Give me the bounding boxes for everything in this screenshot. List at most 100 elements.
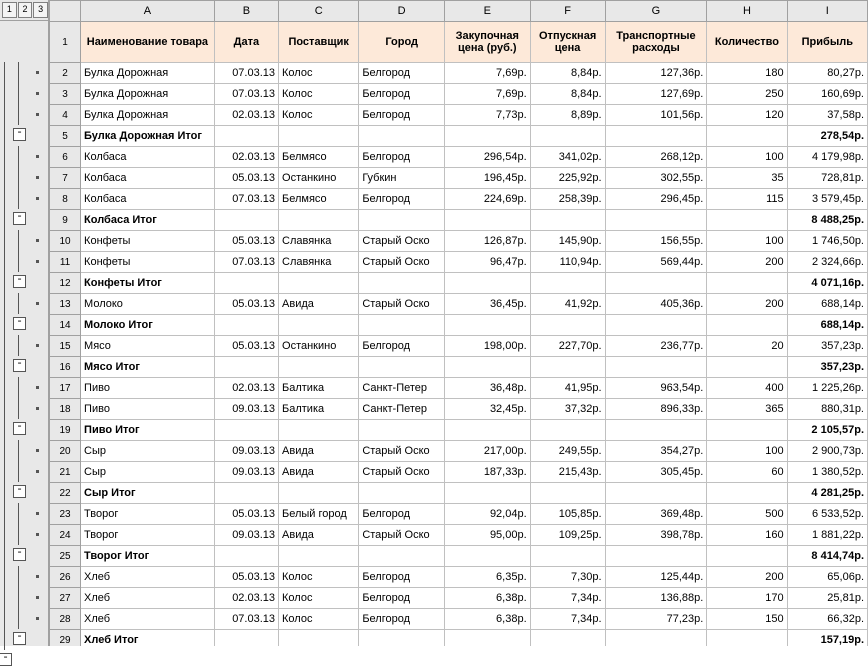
col-header-G[interactable]: G (605, 1, 707, 22)
cell[interactable]: Булка Дорожная Итог (81, 126, 215, 147)
cell[interactable]: Авида (279, 525, 359, 546)
cell[interactable]: 126,87р. (444, 231, 530, 252)
cell[interactable]: Санкт-Петер (359, 378, 445, 399)
cell[interactable]: 92,04р. (444, 504, 530, 525)
cell[interactable]: 07.03.13 (214, 252, 278, 273)
cell[interactable]: 125,44р. (605, 567, 707, 588)
row-number[interactable]: 23 (50, 504, 81, 525)
col-header-B[interactable]: B (214, 1, 278, 22)
cell[interactable]: 145,90р. (530, 231, 605, 252)
cell[interactable]: 2 900,73р. (787, 441, 867, 462)
outline-collapse-icon[interactable]: - (13, 317, 26, 330)
cell[interactable]: 180 (707, 63, 787, 84)
cell[interactable]: 1 881,22р. (787, 525, 867, 546)
cell[interactable]: 157,19р. (787, 630, 867, 647)
header-cell[interactable]: Дата (214, 22, 278, 63)
header-cell[interactable]: Город (359, 22, 445, 63)
cell[interactable] (707, 630, 787, 647)
cell[interactable]: Белмясо (279, 147, 359, 168)
cell[interactable]: 198,00р. (444, 336, 530, 357)
cell[interactable] (279, 546, 359, 567)
header-cell[interactable]: Отпускная цена (530, 22, 605, 63)
col-header-E[interactable]: E (444, 1, 530, 22)
cell[interactable]: 268,12р. (605, 147, 707, 168)
cell[interactable]: Колос (279, 105, 359, 126)
cell[interactable]: Останкино (279, 168, 359, 189)
row-number[interactable]: 15 (50, 336, 81, 357)
row-number[interactable]: 20 (50, 441, 81, 462)
cell[interactable]: Хлеб (81, 609, 215, 630)
cell[interactable] (530, 210, 605, 231)
cell[interactable] (605, 126, 707, 147)
cell[interactable] (279, 357, 359, 378)
cell[interactable]: 05.03.13 (214, 168, 278, 189)
cell[interactable]: 187,33р. (444, 462, 530, 483)
cell[interactable]: 127,69р. (605, 84, 707, 105)
cell[interactable] (707, 273, 787, 294)
row-number[interactable]: 10 (50, 231, 81, 252)
cell[interactable]: 7,73р. (444, 105, 530, 126)
col-header-F[interactable]: F (530, 1, 605, 22)
cell[interactable]: Белый город (279, 504, 359, 525)
cell[interactable]: 95,00р. (444, 525, 530, 546)
cell[interactable] (279, 420, 359, 441)
cell[interactable]: 20 (707, 336, 787, 357)
cell[interactable]: Колос (279, 588, 359, 609)
cell[interactable]: 32,45р. (444, 399, 530, 420)
cell[interactable]: Пиво Итог (81, 420, 215, 441)
cell[interactable] (530, 273, 605, 294)
cell[interactable]: 100 (707, 441, 787, 462)
row-number[interactable]: 19 (50, 420, 81, 441)
cell[interactable]: 405,36р. (605, 294, 707, 315)
cell[interactable]: 35 (707, 168, 787, 189)
cell[interactable]: Старый Оско (359, 294, 445, 315)
cell[interactable]: Белгород (359, 609, 445, 630)
cell[interactable] (279, 210, 359, 231)
cell[interactable] (530, 483, 605, 504)
cell[interactable]: 2 324,66р. (787, 252, 867, 273)
cell[interactable] (707, 420, 787, 441)
cell[interactable]: 354,27р. (605, 441, 707, 462)
row-number[interactable]: 22 (50, 483, 81, 504)
cell[interactable]: 60 (707, 462, 787, 483)
cell[interactable]: Конфеты (81, 231, 215, 252)
cell[interactable]: Молоко Итог (81, 315, 215, 336)
cell[interactable]: 136,88р. (605, 588, 707, 609)
cell[interactable]: Хлеб Итог (81, 630, 215, 647)
cell[interactable]: Конфеты (81, 252, 215, 273)
cell[interactable] (707, 483, 787, 504)
cell[interactable]: 07.03.13 (214, 63, 278, 84)
row-number[interactable]: 21 (50, 462, 81, 483)
cell[interactable] (530, 546, 605, 567)
cell[interactable]: Губкин (359, 168, 445, 189)
cell[interactable]: 25,81р. (787, 588, 867, 609)
cell[interactable]: 110,94р. (530, 252, 605, 273)
cell[interactable]: 400 (707, 378, 787, 399)
cell[interactable]: 500 (707, 504, 787, 525)
cell[interactable]: 7,34р. (530, 588, 605, 609)
cell[interactable]: Творог (81, 525, 215, 546)
col-header-C[interactable]: C (279, 1, 359, 22)
cell[interactable] (444, 630, 530, 647)
row-number[interactable]: 25 (50, 546, 81, 567)
cell[interactable] (605, 420, 707, 441)
cell[interactable] (444, 546, 530, 567)
cell[interactable]: Белгород (359, 84, 445, 105)
outline-collapse-icon[interactable]: - (13, 275, 26, 288)
cell[interactable]: 6,35р. (444, 567, 530, 588)
cell[interactable] (214, 630, 278, 647)
cell[interactable]: 296,54р. (444, 147, 530, 168)
cell[interactable]: Старый Оско (359, 525, 445, 546)
cell[interactable]: 3 579,45р. (787, 189, 867, 210)
cell[interactable]: 6,38р. (444, 588, 530, 609)
cell[interactable]: 109,25р. (530, 525, 605, 546)
cell[interactable]: 2 105,57р. (787, 420, 867, 441)
cell[interactable]: 369,48р. (605, 504, 707, 525)
cell[interactable]: 05.03.13 (214, 504, 278, 525)
row-number[interactable]: 5 (50, 126, 81, 147)
cell[interactable]: Сыр Итог (81, 483, 215, 504)
cell[interactable]: 250 (707, 84, 787, 105)
cell[interactable]: Хлеб (81, 567, 215, 588)
cell[interactable]: 09.03.13 (214, 399, 278, 420)
cell[interactable]: Славянка (279, 231, 359, 252)
